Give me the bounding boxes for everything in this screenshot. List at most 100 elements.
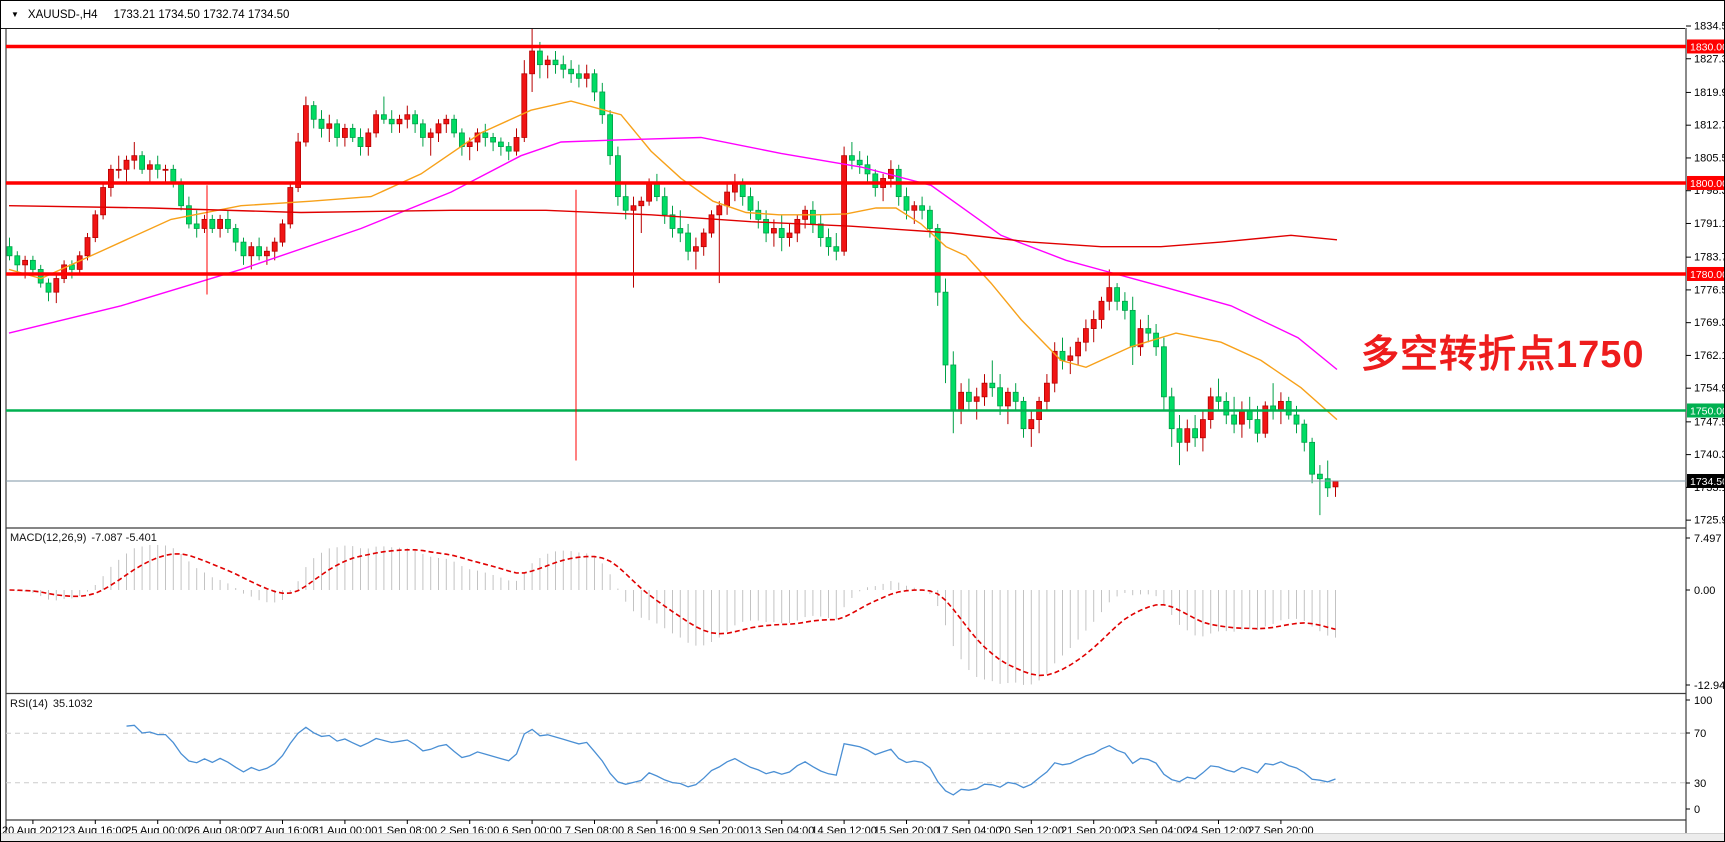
rsi-name: RSI(14) (10, 698, 48, 710)
candle-up (638, 200, 645, 207)
candle-up (1137, 328, 1144, 348)
candle-down (1176, 428, 1183, 443)
candle-up (786, 232, 793, 238)
candle-down (1145, 328, 1152, 334)
price-tick-label: 1783.70 (1694, 252, 1725, 264)
candle-down (1012, 391, 1019, 402)
candle-down (677, 228, 684, 234)
candle-down (560, 64, 567, 70)
candle-up (443, 118, 450, 125)
quote-bar: ▼ XAUUSD-,H4 1733.21 1734.50 1732.74 173… (1, 1, 1685, 29)
candle-up (1098, 300, 1105, 320)
candle-down (849, 155, 855, 161)
candle-down (232, 228, 239, 243)
ma-fast-orange (8, 100, 1338, 421)
macd-tick-label: -12.941 (1694, 680, 1725, 692)
turning-point-annotation[interactable]: 多空转折点1750 (1361, 334, 1645, 376)
current-price-label: 1734.50 (1690, 476, 1725, 488)
candle-up (61, 264, 67, 279)
candle-down (919, 205, 925, 211)
candle-up (1083, 328, 1089, 343)
candle-up (1200, 419, 1206, 439)
candle-down (942, 291, 949, 366)
price-tick-label: 1791.10 (1694, 218, 1725, 230)
candle-down (927, 209, 933, 229)
candle-up (427, 132, 434, 138)
symbol-dropdown-icon[interactable]: ▼ (11, 9, 19, 19)
candle-up (404, 114, 411, 120)
candle-down (591, 73, 598, 93)
macd-name: MACD(12,26,9) (10, 532, 87, 544)
candle-up (521, 73, 528, 138)
candle-down (318, 118, 325, 129)
candle-down (950, 364, 957, 411)
candle-down (139, 155, 146, 170)
candle-down (1293, 414, 1300, 425)
candle-up (341, 127, 348, 138)
candle-down (1020, 400, 1027, 430)
price-tick-label: 1812.70 (1694, 120, 1725, 132)
candle-up (708, 214, 715, 234)
candle-down (1246, 410, 1253, 420)
candle-up (1090, 319, 1097, 329)
candle-up (131, 155, 138, 161)
rsi-value: 35.1032 (52, 698, 93, 710)
candle-up (1184, 428, 1191, 443)
candle-down (419, 123, 426, 138)
rsi-tick-label: 30 (1694, 778, 1706, 790)
candle-up (981, 382, 988, 398)
symbol-period-label: XAUUSD-,H4 (27, 8, 98, 21)
candle-down (334, 123, 341, 138)
candle-up (295, 141, 302, 188)
macd-histogram (16, 544, 1336, 685)
candle-down (989, 382, 996, 389)
candle-up (841, 155, 847, 252)
candle-down (817, 223, 824, 238)
candle-down (856, 159, 863, 166)
candle-down (14, 255, 21, 266)
price-tick-label: 1776.50 (1694, 284, 1725, 296)
candle-down (1215, 396, 1222, 402)
price-badge-label: 1830.00 (1690, 41, 1725, 53)
candle-up (1262, 405, 1269, 434)
candle-down (685, 232, 691, 252)
candle-down (1168, 396, 1175, 430)
candle-down (763, 218, 769, 234)
price-badge (1687, 403, 1724, 418)
candle-up (22, 259, 29, 266)
price-tick-label: 1819.90 (1694, 87, 1725, 99)
candle-down (490, 137, 497, 143)
candle-down (1223, 400, 1230, 416)
candle-up (201, 218, 208, 229)
macd-axis: 7.497 0.00 -12.941 (1686, 533, 1725, 692)
candle-down (505, 146, 512, 152)
candle-up (302, 105, 309, 143)
price-tick-label: 1754.90 (1694, 383, 1725, 395)
candle-down (654, 182, 660, 198)
candle-down (1192, 428, 1198, 439)
rsi-tick-label: 0 (1694, 804, 1700, 816)
price-badge-label: 1800.00 (1690, 178, 1725, 190)
candle-down (607, 114, 613, 157)
candle-down (1161, 346, 1167, 398)
candle-down (622, 196, 629, 211)
candle-down (412, 114, 419, 125)
candle-down (833, 246, 840, 252)
candle-up (326, 123, 333, 129)
candle-up (115, 168, 122, 171)
candle-up (100, 187, 106, 216)
candle-down (1254, 419, 1261, 434)
candle-up (53, 278, 60, 293)
price-tick-label: 1740.30 (1694, 449, 1725, 461)
candle-up (1239, 410, 1245, 425)
rsi-axis: 100 70 30 0 (1686, 695, 1712, 816)
candle-up (162, 168, 169, 171)
price-badge-label: 1750.00 (1690, 405, 1725, 417)
candle-up (396, 118, 403, 125)
ma-slow-red (8, 205, 1338, 248)
candle-up (716, 205, 723, 216)
candle-up (123, 159, 130, 170)
candle-down (1114, 287, 1120, 302)
